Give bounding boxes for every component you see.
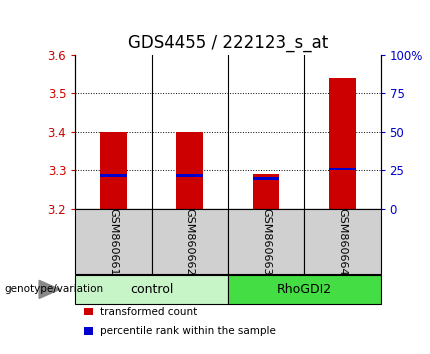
Bar bbox=[228, 209, 304, 274]
Bar bbox=[253, 174, 280, 209]
Bar bbox=[75, 209, 151, 274]
Text: GSM860662: GSM860662 bbox=[185, 208, 195, 275]
Bar bbox=[176, 174, 203, 177]
Text: GSM860663: GSM860663 bbox=[261, 208, 271, 275]
Bar bbox=[228, 275, 381, 304]
Text: control: control bbox=[130, 283, 173, 296]
Bar bbox=[151, 209, 228, 274]
Bar bbox=[100, 174, 127, 177]
Text: percentile rank within the sample: percentile rank within the sample bbox=[100, 326, 276, 336]
Text: GSM860664: GSM860664 bbox=[338, 208, 347, 275]
Text: GSM860661: GSM860661 bbox=[108, 208, 118, 275]
Bar bbox=[176, 132, 203, 209]
Text: RhoGDI2: RhoGDI2 bbox=[276, 283, 332, 296]
Text: transformed count: transformed count bbox=[100, 307, 197, 316]
Bar bbox=[329, 78, 356, 209]
Bar bbox=[253, 177, 280, 179]
Bar bbox=[100, 132, 127, 209]
Title: GDS4455 / 222123_s_at: GDS4455 / 222123_s_at bbox=[128, 34, 328, 52]
Bar bbox=[329, 168, 356, 170]
Text: genotype/variation: genotype/variation bbox=[4, 284, 104, 295]
Bar bbox=[304, 209, 381, 274]
Polygon shape bbox=[39, 280, 60, 298]
Bar bbox=[75, 275, 228, 304]
